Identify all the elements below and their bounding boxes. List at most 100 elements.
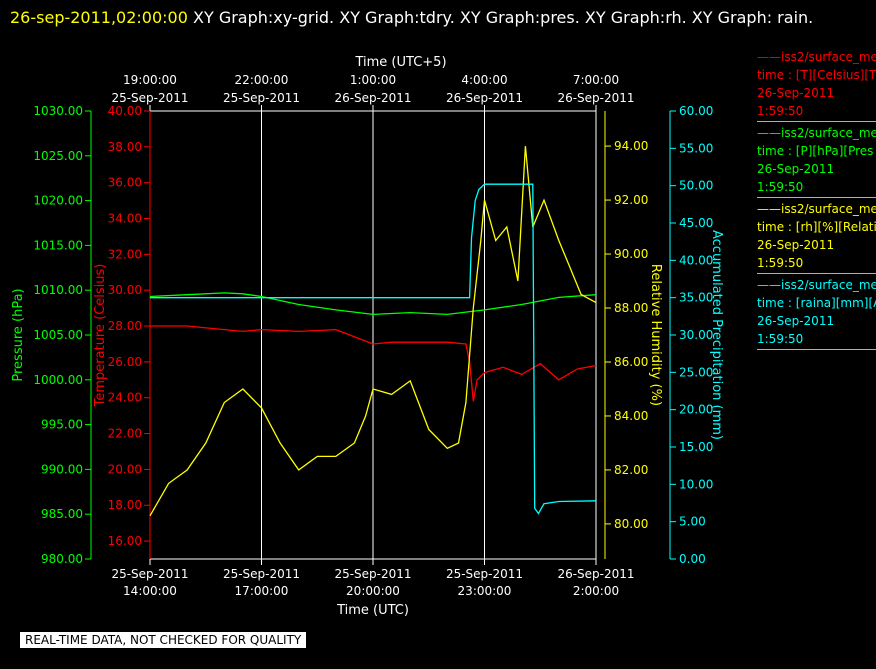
x-tick-time: 20:00:00 (346, 584, 400, 598)
legend-field: time : [P][hPa][Pres (757, 144, 874, 158)
series-line-temp (150, 325, 597, 402)
y-tick-label: 10.00 (679, 477, 713, 491)
y-tick-label: 25.00 (679, 365, 713, 379)
y-tick-label: 990.00 (41, 462, 83, 476)
y-tick-label: 35.00 (679, 291, 713, 305)
legend-date: 26-Sep-2011 (757, 162, 835, 176)
y-tick-label: 30.00 (108, 283, 142, 297)
y-tick-label: 985.00 (41, 507, 83, 521)
legend-field: time : [rh][%][Relati (757, 220, 876, 234)
legend-series-name: ——iss2/surface_me (757, 126, 876, 140)
y-tick-label: 45.00 (679, 216, 713, 230)
y-axis-label: Relative Humidity (%) (648, 264, 663, 406)
legend-time: 1:59:50 (757, 256, 804, 270)
y-tick-label: 84.00 (614, 409, 648, 423)
y-tick-label: 0.00 (679, 552, 706, 566)
legend-time: 1:59:50 (757, 104, 804, 118)
y-tick-label: 90.00 (614, 247, 648, 261)
y-tick-label: 16.00 (108, 534, 142, 548)
y-tick-label: 94.00 (614, 139, 648, 153)
y-axis-label: Pressure (hPa) (11, 288, 26, 381)
y-tick-label: 40.00 (108, 104, 142, 118)
y-tick-label: 1025.00 (33, 149, 83, 163)
legend-date: 26-Sep-2011 (757, 86, 835, 100)
top-tick-date: 26-Sep-2011 (334, 91, 411, 105)
top-axis-label: Time (UTC+5) (354, 55, 446, 70)
quality-notice: REAL-TIME DATA, NOT CHECKED FOR QUALITY (20, 632, 307, 648)
y-tick-label: 86.00 (614, 355, 648, 369)
y-tick-label: 1000.00 (33, 373, 83, 387)
legend-series-name: ——iss2/surface_me (757, 278, 876, 292)
x-tick-date: 25-Sep-2011 (223, 567, 300, 581)
top-tick-date: 26-Sep-2011 (446, 91, 523, 105)
header-graph-list: XY Graph:xy-grid. XY Graph:tdry. XY Grap… (193, 8, 814, 27)
y-tick-label: 24.00 (108, 391, 142, 405)
x-tick-time: 17:00:00 (235, 584, 289, 598)
y-tick-label: 36.00 (108, 176, 142, 190)
y-tick-label: 20.00 (108, 462, 142, 476)
y-tick-label: 22.00 (108, 427, 142, 441)
legend-field: time : [raina][mm][A (757, 296, 876, 310)
y-tick-label: 55.00 (679, 141, 713, 155)
y-axis-label: Temperature (Celsius) (93, 264, 108, 408)
y-tick-label: 15.00 (679, 440, 713, 454)
y-tick-label: 50.00 (679, 179, 713, 193)
series-line-rh (149, 146, 597, 517)
y-tick-label: 20.00 (679, 403, 713, 417)
x-tick-time: 2:00:00 (573, 584, 619, 598)
y-tick-label: 1030.00 (33, 104, 83, 118)
x-tick-time: 23:00:00 (458, 584, 512, 598)
y-tick-label: 18.00 (108, 498, 142, 512)
y-tick-label: 980.00 (41, 552, 83, 566)
y-tick-label: 60.00 (679, 104, 713, 118)
x-tick-time: 14:00:00 (123, 584, 177, 598)
y-tick-label: 1020.00 (33, 194, 83, 208)
legend-series-name: ——iss2/surface_me (757, 202, 876, 216)
legend-time: 1:59:50 (757, 180, 804, 194)
series-line-pres (149, 292, 597, 316)
y-tick-label: 1005.00 (33, 328, 83, 342)
y-tick-label: 28.00 (108, 319, 142, 333)
y-tick-label: 80.00 (614, 517, 648, 531)
y-tick-label: 34.00 (108, 212, 142, 226)
legend-series-name: ——iss2/surface_me (757, 50, 876, 64)
legend-date: 26-Sep-2011 (757, 314, 835, 328)
y-tick-label: 1015.00 (33, 238, 83, 252)
x-tick-date: 25-Sep-2011 (334, 567, 411, 581)
top-tick-date: 25-Sep-2011 (111, 91, 188, 105)
y-axis-label: Accumulated Precipitation (mm) (709, 230, 724, 440)
legend-time: 1:59:50 (757, 332, 804, 346)
top-tick-date: 26-Sep-2011 (557, 91, 634, 105)
y-tick-label: 82.00 (614, 463, 648, 477)
y-tick-label: 30.00 (679, 328, 713, 342)
top-tick-time: 4:00:00 (461, 73, 507, 87)
header-timestamp: 26-sep-2011,02:00:00 (10, 8, 188, 27)
x-tick-date: 26-Sep-2011 (557, 567, 634, 581)
y-tick-label: 995.00 (41, 418, 83, 432)
top-tick-time: 7:00:00 (573, 73, 619, 87)
top-tick-date: 25-Sep-2011 (223, 91, 300, 105)
series-line-rain (150, 183, 597, 515)
legend: ——iss2/surface_me time : [T][Celsius][T 26… (757, 48, 876, 352)
x-axis-label: Time (UTC) (336, 603, 409, 618)
y-tick-label: 26.00 (108, 355, 142, 369)
top-tick-time: 19:00:00 (123, 73, 177, 87)
y-tick-label: 40.00 (679, 253, 713, 267)
y-tick-label: 92.00 (614, 193, 648, 207)
y-tick-label: 32.00 (108, 247, 142, 261)
y-tick-label: 1010.00 (33, 283, 83, 297)
x-tick-date: 25-Sep-2011 (111, 567, 188, 581)
chart-header: 26-sep-2011,02:00:00 XY Graph:xy-grid. X… (10, 3, 860, 32)
legend-field: time : [T][Celsius][T (757, 68, 876, 82)
y-tick-label: 5.00 (679, 515, 706, 529)
top-tick-time: 1:00:00 (350, 73, 396, 87)
y-tick-label: 38.00 (108, 140, 142, 154)
legend-date: 26-Sep-2011 (757, 238, 835, 252)
x-tick-date: 25-Sep-2011 (446, 567, 523, 581)
top-tick-time: 22:00:00 (235, 73, 289, 87)
